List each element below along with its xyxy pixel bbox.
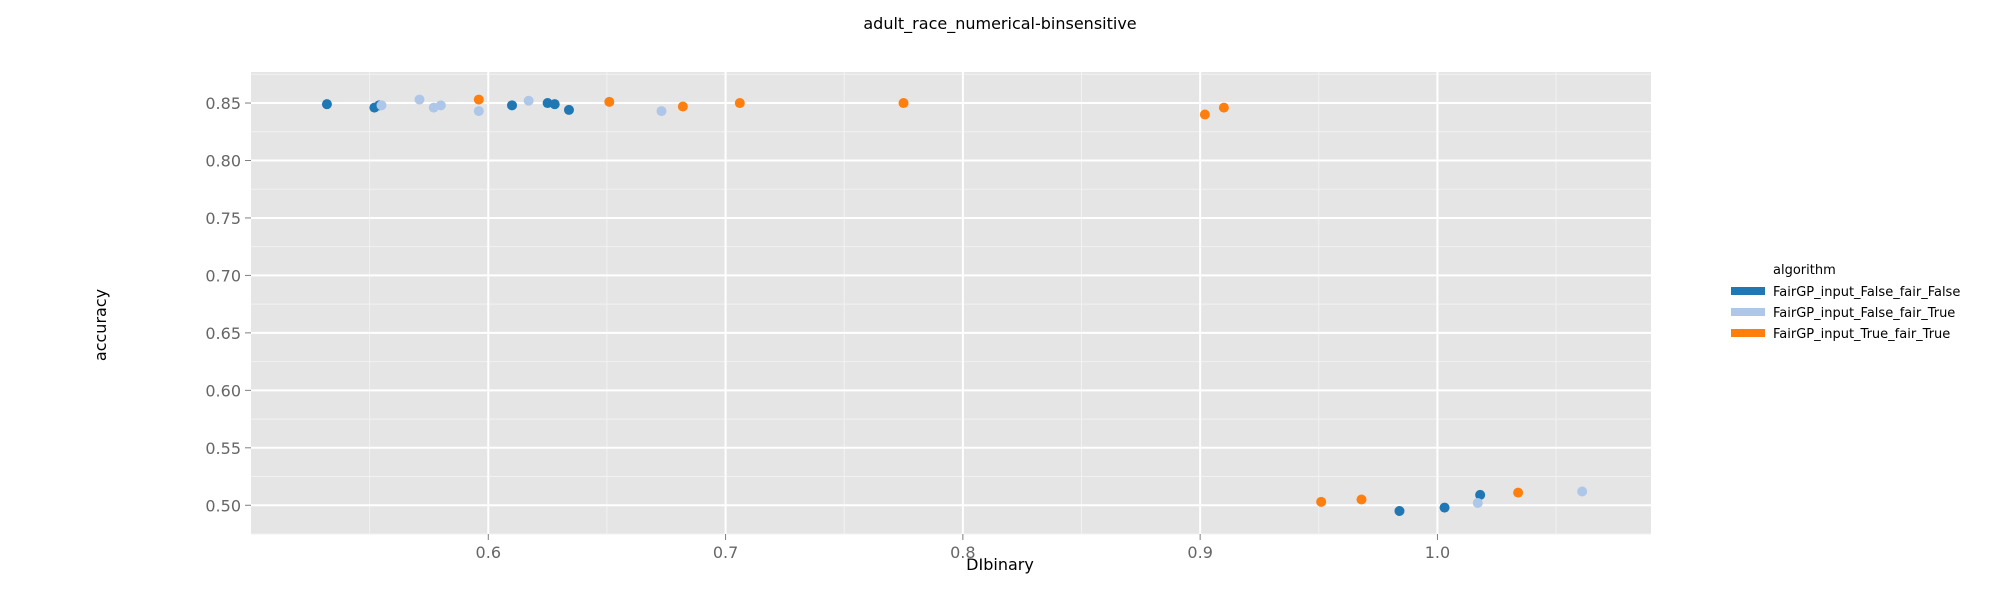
data-point-series-2 [523, 95, 534, 106]
plot-panel [251, 72, 1651, 534]
y-tick-label: 0.50 [205, 496, 241, 515]
data-point-series-1 [1394, 506, 1405, 517]
legend-swatch-2 [1731, 308, 1765, 316]
data-point-series-3 [898, 98, 909, 109]
data-point-series-3 [473, 94, 484, 105]
data-point-series-3 [734, 98, 745, 109]
data-point-series-3 [677, 101, 688, 112]
y-tick-label: 0.85 [205, 94, 241, 113]
legend-swatch-3 [1731, 329, 1765, 337]
y-tick-label: 0.55 [205, 439, 241, 458]
legend-label-3: FairGP_input_True_fair_True [1773, 327, 1950, 342]
legend-label-1: FairGP_input_False_fair_False [1773, 285, 1960, 300]
x-tick-label: 0.6 [476, 543, 501, 562]
data-point-series-3 [1316, 496, 1327, 507]
legend-label-2: FairGP_input_False_fair_True [1773, 306, 1955, 321]
chart-title: adult_race_numerical-binsensitive [863, 14, 1136, 34]
data-point-series-1 [321, 99, 332, 110]
x-tick-label: 0.7 [713, 543, 738, 562]
y-tick-label: 0.80 [205, 151, 241, 170]
data-point-series-2 [473, 106, 484, 117]
legend-title: algorithm [1773, 263, 1836, 278]
data-point-series-1 [1475, 489, 1486, 500]
legend-items: FairGP_input_False_fair_False FairGP_inpu… [1731, 285, 1960, 342]
legend: algorithm FairGP_input_False_fair_FalseF… [1731, 263, 1960, 342]
data-point-series-2 [656, 106, 667, 117]
y-axis-title: accuracy [91, 289, 110, 361]
data-point-series-1 [1439, 502, 1450, 513]
y-axis-ticks: 0.50 0.55 0.60 0.65 0.70 0.75 0.80 0.85 [205, 94, 251, 515]
major-gridlines [251, 72, 1651, 534]
x-tick-label: 0.9 [1187, 543, 1212, 562]
x-axis-title: DIbinary [966, 555, 1034, 574]
data-point-series-2 [1577, 486, 1588, 497]
data-points [321, 94, 1588, 517]
data-point-series-2 [435, 100, 446, 111]
legend-swatch-1 [1731, 287, 1765, 295]
x-axis-ticks: 0.6 0.7 0.8 0.9 1.0 [476, 534, 1450, 562]
data-point-series-2 [376, 100, 387, 111]
data-point-series-3 [1513, 487, 1524, 498]
data-point-series-3 [1218, 102, 1229, 113]
data-point-series-3 [604, 96, 615, 107]
data-point-series-3 [1356, 494, 1367, 505]
data-point-series-3 [1199, 109, 1210, 120]
data-point-series-1 [549, 99, 560, 110]
y-tick-label: 0.75 [205, 209, 241, 228]
y-tick-label: 0.60 [205, 381, 241, 400]
y-tick-label: 0.70 [205, 266, 241, 285]
data-point-series-2 [1472, 497, 1483, 508]
y-tick-label: 0.65 [205, 324, 241, 343]
data-point-series-2 [414, 94, 425, 105]
minor-gridlines [251, 72, 1651, 535]
data-point-series-1 [507, 100, 518, 111]
data-point-series-1 [563, 104, 574, 115]
x-tick-label: 1.0 [1425, 543, 1450, 562]
x-tick-label: 0.8 [950, 543, 975, 562]
